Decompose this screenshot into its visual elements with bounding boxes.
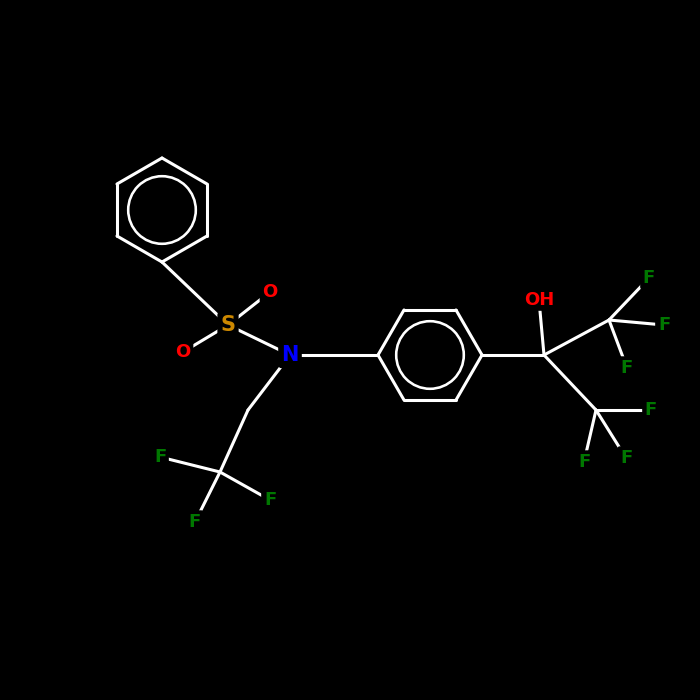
Text: F: F — [658, 316, 670, 334]
Text: F: F — [645, 401, 657, 419]
Text: OH: OH — [524, 291, 554, 309]
Text: N: N — [281, 345, 299, 365]
Text: F: F — [621, 359, 633, 377]
Text: O: O — [176, 343, 190, 361]
Text: O: O — [262, 283, 278, 301]
Text: F: F — [578, 453, 590, 471]
Text: S: S — [220, 315, 235, 335]
Text: F: F — [620, 449, 632, 467]
Text: F: F — [154, 448, 166, 466]
Text: F: F — [643, 269, 655, 287]
Text: F: F — [189, 513, 201, 531]
Text: F: F — [264, 491, 276, 509]
